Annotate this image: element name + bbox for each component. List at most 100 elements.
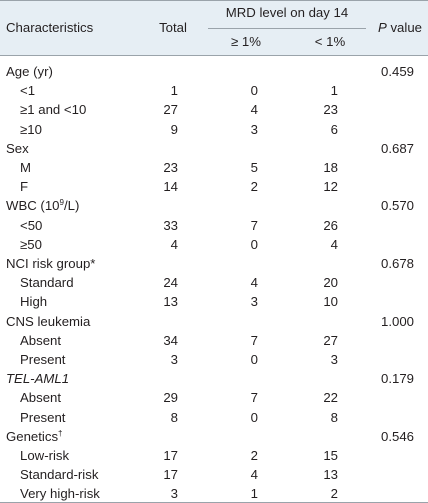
total-cell: 23 bbox=[163, 160, 178, 175]
subcategory-label: ≥1 and <10 bbox=[20, 102, 87, 118]
total-cell: 14 bbox=[163, 179, 178, 195]
mrd-ge-1-cell: 3 bbox=[250, 121, 258, 137]
subcategory-label: <1 bbox=[20, 83, 36, 99]
table-row: CNS leukemia 1.000 bbox=[0, 312, 428, 331]
mrd-lt-1-cell: 6 bbox=[330, 121, 338, 137]
p-value-cell: 0.179 bbox=[380, 371, 414, 387]
total-cell: 8 bbox=[170, 409, 178, 425]
table-row: High 13 3 10 bbox=[0, 292, 428, 311]
mrd-ge-1-cell: 7 bbox=[250, 217, 258, 233]
p-value-suffix: value bbox=[386, 20, 422, 35]
mrd-lt-1-cell: 10 bbox=[323, 294, 338, 310]
total-cell: 13 bbox=[163, 294, 178, 310]
category-label: TEL-AML1 bbox=[6, 371, 70, 387]
mrd-ge-1-cell: 0 bbox=[250, 409, 258, 425]
mrd-lt-1-cell: 23 bbox=[323, 102, 338, 118]
header-characteristics: Characteristics bbox=[6, 20, 94, 35]
p-value-cell: 0.570 bbox=[380, 198, 414, 214]
mrd-ge-1-cell: 4 bbox=[250, 467, 258, 483]
subcategory-label: Absent bbox=[20, 332, 62, 348]
subcategory-label: Low-risk bbox=[20, 448, 70, 463]
mrd-ge-1-cell: 0 bbox=[250, 83, 258, 99]
table-row: Sex 0.687 bbox=[0, 139, 428, 158]
mrd-lt-1-cell: 20 bbox=[323, 275, 338, 291]
subcategory-label: <50 bbox=[20, 217, 43, 233]
total-cell: 4 bbox=[170, 236, 178, 252]
total-cell: 3 bbox=[170, 352, 178, 367]
table-row: ≥50 4 0 4 bbox=[0, 235, 428, 254]
mrd-group-rule bbox=[208, 28, 366, 29]
category-label: CNS leukemia bbox=[6, 313, 91, 329]
mrd-lt-1-cell: 22 bbox=[323, 390, 338, 406]
p-italic: P bbox=[378, 20, 387, 35]
mrd-lt-1-cell: 26 bbox=[323, 217, 338, 233]
table-row: Age (yr) 0.459 bbox=[0, 62, 428, 81]
subcategory-label: Standard-risk bbox=[20, 467, 99, 483]
table-row: Low-risk 17 2 15 bbox=[0, 446, 428, 465]
table-row: <1 1 0 1 bbox=[0, 81, 428, 100]
mrd-ge-1-cell: 3 bbox=[250, 294, 258, 310]
table-row: ≥10 9 3 6 bbox=[0, 120, 428, 139]
mrd-lt-1-cell: 13 bbox=[323, 467, 338, 483]
p-value-cell: 0.678 bbox=[380, 256, 414, 271]
total-cell: 17 bbox=[163, 448, 178, 463]
header-mrd-ge-1: ≥ 1% bbox=[231, 34, 261, 49]
table-row: NCI risk group* 0.678 bbox=[0, 254, 428, 273]
table-row: Present 3 0 3 bbox=[0, 350, 428, 369]
subcategory-label: F bbox=[20, 179, 29, 195]
table-row: WBC (109/L) 0.570 bbox=[0, 196, 428, 215]
header-mrd-lt-1: < 1% bbox=[314, 34, 346, 49]
p-value-cell: 0.546 bbox=[380, 428, 414, 444]
subcategory-label: ≥10 bbox=[20, 121, 42, 137]
subcategory-label: Present bbox=[20, 352, 66, 367]
subcategory-label: Present bbox=[20, 409, 66, 425]
mrd-ge-1-cell: 2 bbox=[250, 179, 258, 195]
subcategory-label: High bbox=[20, 294, 48, 310]
table-row: Very high-risk 3 1 2 bbox=[0, 484, 428, 503]
table-row: Present 8 0 8 bbox=[0, 408, 428, 427]
mrd-lt-1-cell: 4 bbox=[330, 236, 338, 252]
mrd-lt-1-cell: 12 bbox=[323, 179, 338, 195]
total-cell: 24 bbox=[163, 275, 178, 291]
total-cell: 17 bbox=[163, 467, 178, 483]
table-row: F 14 2 12 bbox=[0, 177, 428, 196]
mrd-ge-1-cell: 5 bbox=[250, 160, 258, 175]
subcategory-label: M bbox=[20, 160, 31, 175]
subcategory-label: ≥50 bbox=[20, 236, 42, 252]
header-rule bbox=[0, 55, 428, 56]
total-cell: 3 bbox=[170, 486, 178, 502]
mrd-lt-1-cell: 1 bbox=[330, 83, 338, 99]
p-value-cell: 1.000 bbox=[380, 313, 414, 329]
category-label: WBC (109/L) bbox=[6, 198, 80, 214]
category-label: NCI risk group* bbox=[6, 256, 96, 271]
mrd-ge-1-cell: 7 bbox=[250, 390, 258, 406]
mrd-ge-1-cell: 1 bbox=[250, 486, 258, 502]
table-row: <50 33 7 26 bbox=[0, 216, 428, 235]
table-row: Genetics† 0.546 bbox=[0, 427, 428, 446]
table-row: Absent 29 7 22 bbox=[0, 388, 428, 407]
subcategory-label: Absent bbox=[20, 390, 62, 406]
table-row: Standard 24 4 20 bbox=[0, 273, 428, 292]
mrd-lt-1-cell: 3 bbox=[330, 352, 338, 367]
category-label: Age (yr) bbox=[6, 64, 53, 79]
table-row: M 23 5 18 bbox=[0, 158, 428, 177]
total-cell: 9 bbox=[170, 121, 178, 137]
table-row: Standard-risk 17 4 13 bbox=[0, 465, 428, 484]
table-row: TEL-AML1 0.179 bbox=[0, 369, 428, 388]
total-cell: 1 bbox=[170, 83, 178, 99]
total-cell: 34 bbox=[163, 332, 178, 348]
mrd-lt-1-cell: 2 bbox=[330, 486, 338, 502]
top-rule bbox=[0, 0, 428, 1]
total-cell: 29 bbox=[163, 390, 178, 406]
p-value-cell: 0.687 bbox=[380, 140, 414, 156]
mrd-lt-1-cell: 15 bbox=[323, 448, 338, 463]
subcategory-label: Standard bbox=[20, 275, 74, 291]
mrd-ge-1-cell: 0 bbox=[250, 236, 258, 252]
header-mrd-level: MRD level on day 14 bbox=[225, 5, 349, 20]
mrd-ge-1-cell: 7 bbox=[250, 332, 258, 348]
category-label: Sex bbox=[6, 140, 29, 156]
header-total: Total bbox=[159, 20, 187, 35]
mrd-ge-1-cell: 0 bbox=[250, 352, 258, 367]
mrd-ge-1-cell: 4 bbox=[250, 275, 258, 291]
